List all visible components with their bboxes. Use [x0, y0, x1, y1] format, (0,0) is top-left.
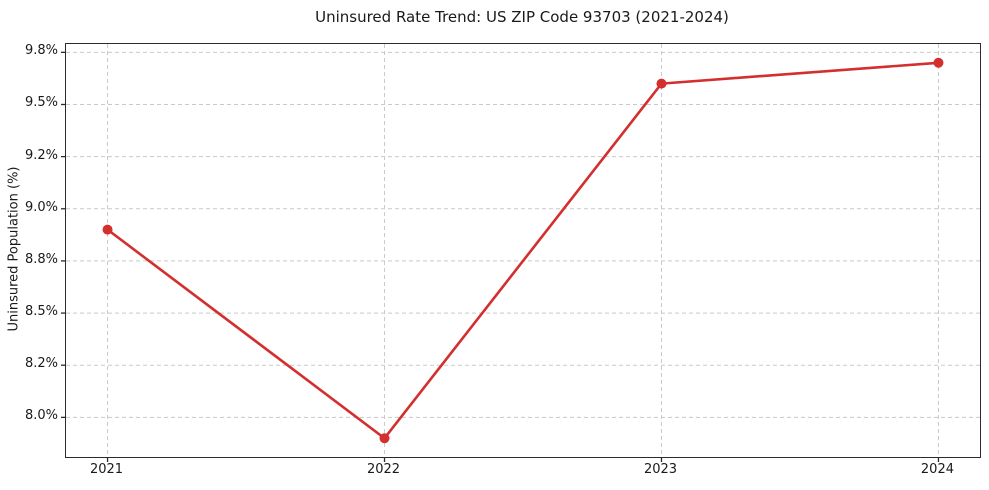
trend-line	[106, 61, 940, 440]
y-tick-label: 8.8%	[24, 251, 58, 267]
chart-title: Uninsured Rate Trend: US ZIP Code 93703 …	[315, 8, 729, 26]
x-tick-label: 2023	[643, 462, 678, 477]
y-tick-label: 9.0%	[24, 199, 58, 215]
y-tick-label: 9.2%	[24, 147, 58, 163]
y-tick-label: 9.8%	[24, 43, 58, 59]
data-point	[102, 224, 113, 235]
data-point	[656, 78, 667, 89]
data-point	[379, 433, 390, 444]
y-tick-label: 8.0%	[24, 408, 58, 424]
x-tick-label: 2021	[89, 462, 124, 477]
plot-area	[61, 43, 981, 462]
y-tick-label: 9.5%	[24, 95, 58, 111]
x-tick-label: 2024	[920, 462, 954, 477]
data-point	[933, 57, 944, 68]
y-tick-label: 8.5%	[24, 304, 58, 320]
y-tick-label: 8.2%	[24, 356, 58, 372]
line-plot	[61, 44, 980, 462]
x-tick-label: 2022	[366, 462, 401, 477]
